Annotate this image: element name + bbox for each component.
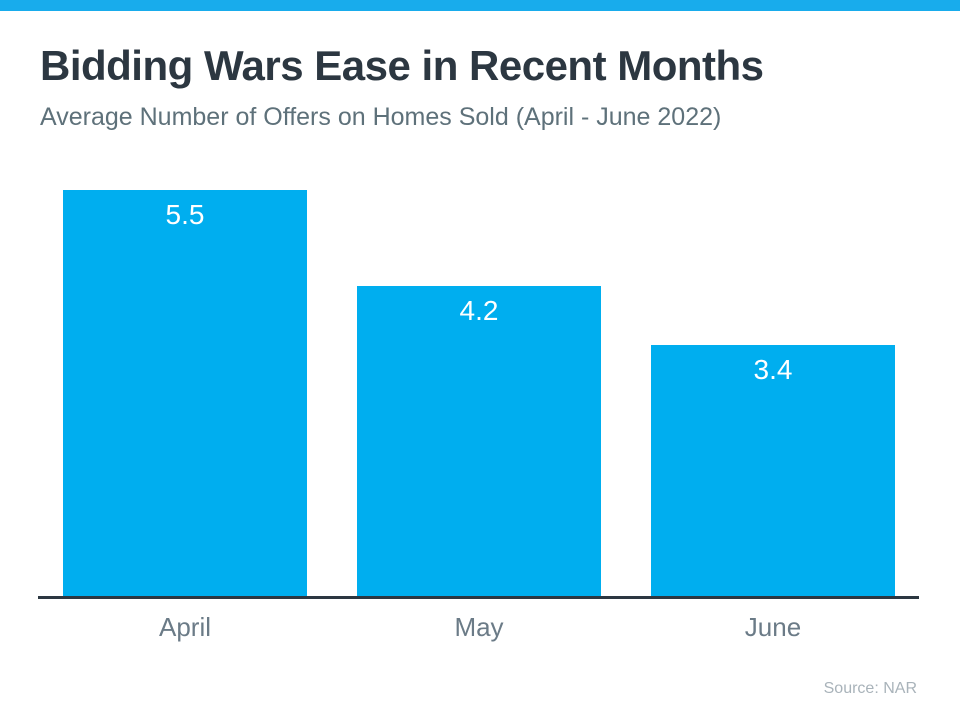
bar-june: 3.4 xyxy=(651,345,895,596)
chart-title: Bidding Wars Ease in Recent Months xyxy=(40,42,764,89)
category-label-may: May xyxy=(454,612,504,642)
bar-value-label-april: 5.5 xyxy=(165,199,205,230)
top-accent-bar xyxy=(0,0,960,11)
bar-value-label-may: 4.2 xyxy=(459,295,499,326)
x-axis-line xyxy=(38,596,919,599)
chart-subtitle: Average Number of Offers on Homes Sold (… xyxy=(40,103,722,131)
bar-may: 4.2 xyxy=(357,286,601,596)
source-credit: Source: NAR xyxy=(823,680,917,697)
category-label-june: June xyxy=(744,612,802,642)
category-label-april: April xyxy=(158,612,211,642)
bar-april: 5.5 xyxy=(63,190,307,596)
bar-value-label-june: 3.4 xyxy=(753,354,793,385)
